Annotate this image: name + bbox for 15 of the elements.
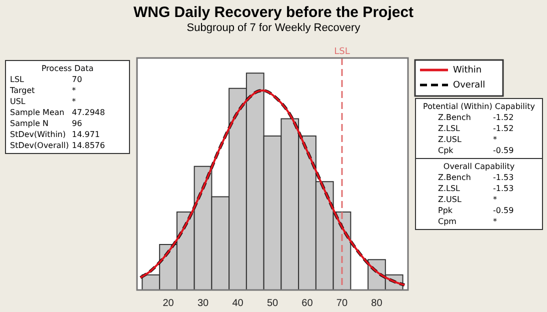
- x-tick-label: 40: [232, 298, 244, 309]
- ref-line-label: LSL: [334, 46, 350, 57]
- legend-label: Overall: [453, 80, 486, 90]
- x-tick-label: 50: [266, 298, 278, 309]
- x-tick-label: 80: [371, 298, 383, 309]
- chart-title: WNG Daily Recovery before the Project: [132, 4, 415, 21]
- text: Potential (Within) Capability Z.Bench -1.52 Z.LSL -1.52 Z.USL * Cpk -0.59: [423, 102, 535, 155]
- chart-subtitle: Subgroup of 7 for Weekly Recovery: [186, 22, 362, 34]
- text: Overall Capability Z.Bench -1.53 Z.LSL -1.53 Z.USL * Ppk -0.59 Cpm *: [438, 162, 515, 226]
- x-tick-label: 20: [162, 298, 174, 309]
- text: Process Data LSL 70 Target * USL * Sample Mean 47.2948 Sample N 96 StDev(Within) 14.971 StDev(Overall) 14.8576: [10, 64, 105, 150]
- x-tick-label: 30: [197, 298, 210, 309]
- x-tick-label: 70: [336, 298, 348, 309]
- legend-label: Within: [453, 65, 482, 76]
- x-tick-label: 60: [302, 298, 314, 309]
